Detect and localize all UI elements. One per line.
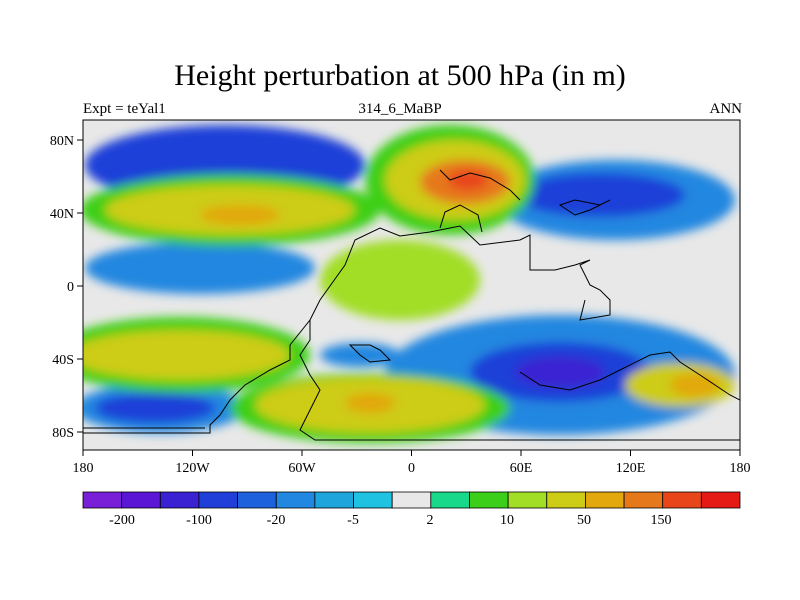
colorbar-label: 2 <box>427 513 434 528</box>
colorbar-swatch <box>82 491 123 509</box>
colorbar-label: -5 <box>347 513 359 528</box>
colorbar-swatch <box>198 491 238 509</box>
lon-tick-label: 180 <box>730 461 751 476</box>
lon-tick-label: 120W <box>175 461 210 476</box>
lon-tick-label: 60W <box>288 461 316 476</box>
lon-tick-label: 120E <box>616 461 646 476</box>
contour-field <box>83 120 740 450</box>
map-title: Height perturbation at 500 hPa (in m) <box>174 59 626 92</box>
colorbar-swatch <box>662 491 702 509</box>
colorbar-swatch <box>237 491 277 509</box>
lon-tick-label: 0 <box>408 461 415 476</box>
colorbar-swatch <box>353 491 393 509</box>
colorbar-label: -200 <box>109 513 135 528</box>
period-label: 314_6_MaBP <box>358 101 442 117</box>
lon-tick-label: 60E <box>510 461 533 476</box>
colorbar-swatch <box>275 491 316 509</box>
colorbar-swatch <box>314 491 354 509</box>
colorbar-label: 10 <box>500 513 514 528</box>
lat-tick-label: 40N <box>50 207 74 222</box>
lat-tick-label: 40S <box>52 353 74 368</box>
lat-tick-label: 0 <box>67 280 74 295</box>
colorbar-swatch <box>623 491 664 509</box>
colorbar-label: 50 <box>577 513 591 528</box>
colorbar-swatch <box>430 491 470 509</box>
colorbar-label: -20 <box>267 513 286 528</box>
lon-tick-label: 180 <box>73 461 94 476</box>
coastlines <box>83 169 740 441</box>
colorbar-swatch <box>391 491 432 509</box>
colorbar <box>82 491 741 509</box>
colorbar-swatch <box>700 491 741 509</box>
lat-tick-label: 80S <box>52 426 74 441</box>
colorbar-labels: -200 -100 -20 -5 2 10 50 150 <box>109 513 671 528</box>
colorbar-swatch <box>507 491 548 509</box>
colorbar-label: 150 <box>651 513 672 528</box>
lat-ticks: 80N 40N 0 40S 80S <box>50 134 83 441</box>
experiment-label: Expt = teYal1 <box>83 101 166 117</box>
lon-ticks: 180 120W 60W 0 60E 120E 180 <box>73 450 751 476</box>
colorbar-swatch <box>159 491 200 509</box>
colorbar-swatch <box>469 491 509 509</box>
colorbar-label: -100 <box>186 513 212 528</box>
lat-tick-label: 80N <box>50 134 74 149</box>
colorbar-swatch <box>585 491 625 509</box>
season-label: ANN <box>709 101 743 117</box>
colorbar-swatch <box>546 491 586 509</box>
colorbar-swatch <box>121 491 161 509</box>
